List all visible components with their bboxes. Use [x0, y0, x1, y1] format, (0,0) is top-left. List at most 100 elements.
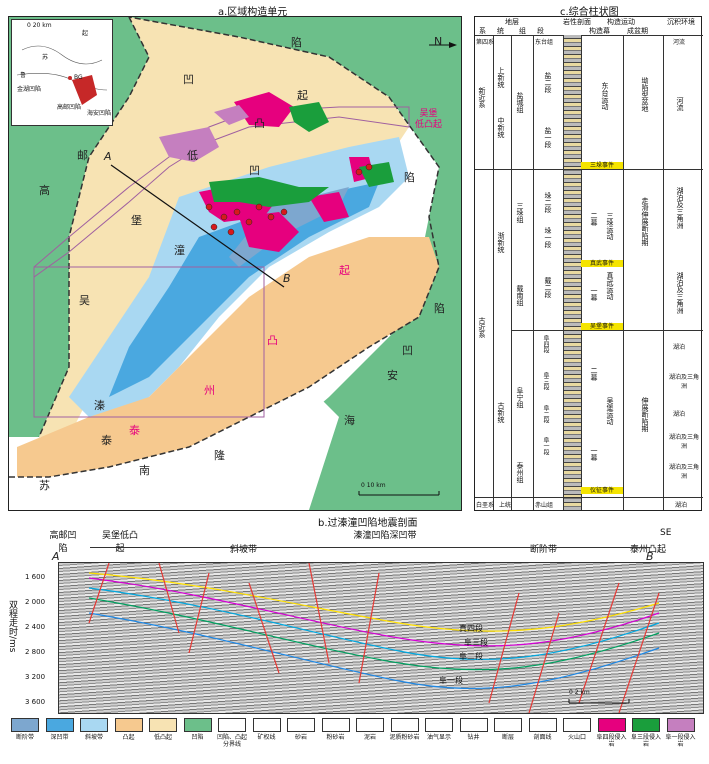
legend-item: 油气显示 — [422, 718, 456, 741]
header-mem: 段 — [537, 27, 544, 35]
legend-label: 阜一段侵入岩 — [665, 734, 696, 748]
legend-swatch — [321, 718, 350, 732]
label-xian1: 陷 — [291, 36, 302, 49]
ytick-2400: 2 400 — [25, 623, 46, 631]
row-funing: 阜宁组 — [516, 387, 524, 408]
legend-swatch — [80, 718, 108, 732]
legend-label: 凸起 — [122, 734, 135, 741]
legend-label: 砂岩 — [294, 734, 307, 741]
unit-step: 断阶带 — [530, 545, 558, 555]
label-tu1: 凸 — [254, 117, 265, 130]
row-chishan: 赤山组 — [535, 502, 554, 509]
unit-taizhou: 泰州凸起 — [630, 545, 667, 555]
row-quaternary-env: 河流 — [673, 39, 686, 46]
env-river: 河流 — [676, 97, 684, 111]
section-dir: SE — [660, 528, 672, 538]
event-sanduo: 三垛事件 — [581, 162, 623, 169]
label-pu: 堡 — [131, 214, 142, 227]
label-zhou: 州 — [204, 384, 215, 397]
ytick-2800: 2 800 — [25, 648, 46, 656]
tectonic-dongtai: 东台运动 — [601, 82, 609, 110]
episode-1b: 一幕 — [590, 447, 598, 461]
legend-item: 阜四段侵入岩 — [595, 718, 629, 748]
legend-label: 凹陷、凸起分界线 — [216, 734, 247, 748]
tectonic-wubao: 吴堡运动 — [606, 397, 614, 425]
event-yizheng-label: 仪征事件 — [589, 487, 614, 494]
episode-2a: 二幕 — [590, 212, 598, 226]
label-tai2: 泰 — [101, 434, 112, 447]
label-di: 低 — [187, 149, 198, 162]
legend-label: 泥岩 — [363, 734, 376, 741]
event-yizheng: 仪征事件 — [581, 487, 623, 494]
legend-item: 钻井 — [457, 718, 491, 741]
row-paleogene: 古近系 — [478, 317, 486, 338]
row-yancheng: 盐城组 — [516, 92, 524, 113]
legend-label: 剖面线 — [533, 734, 552, 741]
label-gao: 高 — [39, 184, 50, 197]
yaxis-label: 双程走时/ms — [7, 600, 17, 653]
inset-label-haian: 海安凹陷 — [87, 110, 112, 117]
legend-label: 粉砂岩 — [326, 734, 345, 741]
basin-strike: 走滑伸展断陷期 — [641, 197, 649, 246]
legend-item: 阜一段侵入岩 — [664, 718, 698, 748]
header-series: 统 — [497, 27, 504, 35]
basin-depression: 坳陷型盆地 — [641, 77, 649, 112]
row-dai2: 戴二段 — [544, 277, 552, 298]
label-xian2: 陷 — [404, 171, 415, 184]
panel-a-title: a.区域构造单元 — [218, 7, 288, 18]
legend-swatch — [287, 718, 315, 732]
label-hai: 海 — [344, 414, 355, 427]
legend-label: 阜三段侵入岩 — [630, 734, 661, 748]
legend-swatch — [632, 718, 660, 732]
label-qi2: 起 — [339, 264, 350, 277]
label-tu2: 凸 — [267, 334, 278, 347]
legend-swatch — [459, 718, 488, 732]
legend-swatch — [494, 718, 522, 732]
legend-item: 剖面线 — [526, 718, 560, 741]
inset-label-qi: 起 — [82, 30, 89, 37]
legend-swatch — [252, 718, 281, 732]
legend-label: 泥质粉砂岩 — [389, 734, 420, 741]
ytick-1600: 1 600 — [25, 573, 46, 581]
legend-swatch — [218, 718, 246, 732]
legend-item: 低凸起 — [146, 718, 180, 741]
panel-a-scale: 0 10 km — [361, 482, 386, 489]
legend-label: 斜坡带 — [84, 734, 103, 741]
row-sanduo: 三垛组 — [516, 202, 524, 223]
row-fu1: 阜一段 — [542, 437, 549, 455]
row-quaternary-mem: 东台组 — [535, 39, 554, 46]
panel-a-map: 0 20 km 起 苏 鲁 金湖凹陷 高邮凹陷 海安凹陷 BG N 高 邮 堡 … — [8, 16, 462, 511]
label-wu: 吴 — [79, 294, 90, 307]
inset-label-bg: BG — [74, 74, 83, 81]
panel-b-header: 高邮凹陷 吴堡低凸起 斜坡带 溱潼凹陷深凹带 断阶带 泰州凸起 SE — [30, 528, 702, 558]
legend-item: 深凹带 — [43, 718, 77, 741]
label-tai: 泰 — [129, 424, 140, 437]
horizon-fu2: 阜二段 — [459, 652, 483, 661]
seismic-section: 真四段 阜三段 阜二段 阜一段 0 2 km — [58, 562, 704, 714]
regional-map — [9, 17, 461, 510]
legend-swatch — [356, 718, 384, 732]
legend-label: 油气显示 — [426, 734, 451, 741]
strat-column: 地层 岩性剖面 构造运动 沉积环境 系 统 组 段 构造幕 成盆期 第四系 东台… — [474, 16, 703, 511]
event-wubao: 吴堡事件 — [581, 323, 623, 330]
legend-item: 泥质粉砂岩 — [388, 718, 422, 741]
row-quaternary: 第四系 — [476, 39, 495, 46]
event-zhenwu-label: 真武事件 — [589, 260, 614, 267]
label-nan: 南 — [139, 464, 150, 477]
unit-qintong: 溱潼凹陷深凹带 — [353, 531, 417, 541]
sunan-uplift — [9, 387, 339, 510]
intrusion-fu4-3 — [239, 212, 299, 252]
panel-b-title: b.过溱潼凹陷地震剖面 — [318, 518, 418, 529]
row-duo1: 垛一段 — [544, 227, 552, 248]
legend-label: 火山口 — [567, 734, 586, 741]
event-wubao-label: 吴堡事件 — [589, 323, 614, 330]
legend-label: 断阶带 — [15, 734, 34, 741]
row-paleocene: 古新统 — [497, 402, 505, 423]
row-dainan: 戴南组 — [516, 285, 524, 306]
header-basin: 成盆期 — [627, 27, 648, 35]
seismic-svg — [88, 563, 660, 713]
row-cretaceous: 白垩系 — [476, 502, 495, 509]
legend-item: 火山口 — [560, 718, 594, 741]
inset-label-jinhu: 金湖凹陷 — [17, 86, 42, 93]
inset-svg — [12, 20, 112, 125]
